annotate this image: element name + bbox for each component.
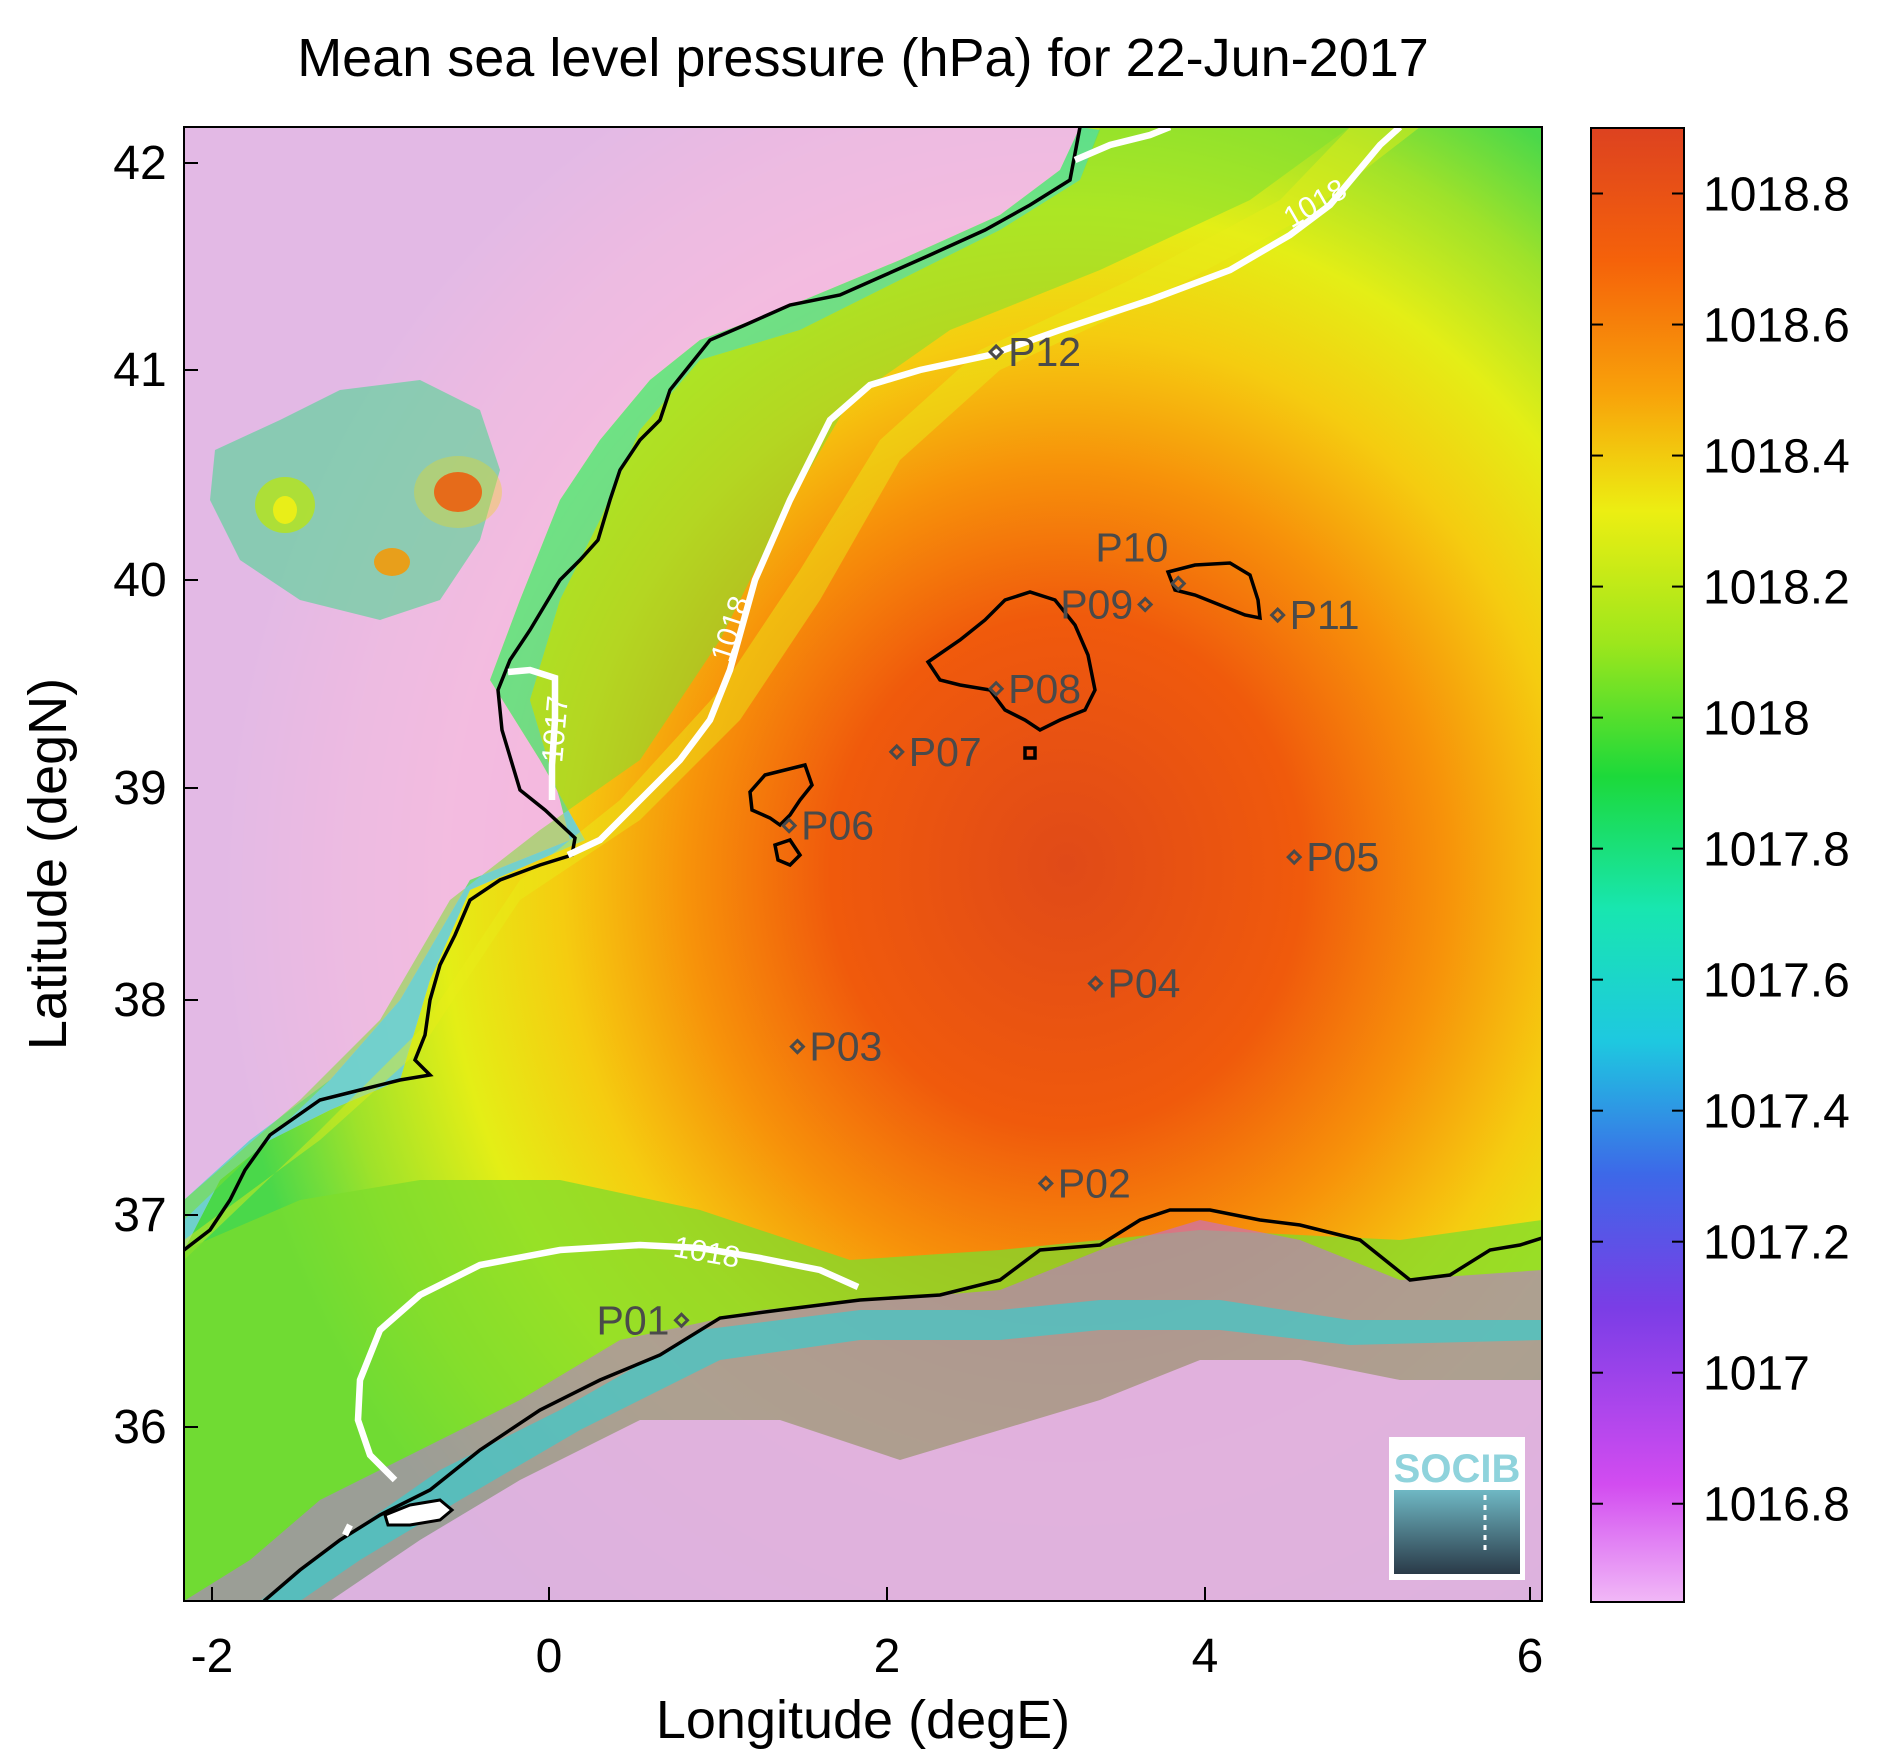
cyan-band-south [260,1300,1542,1601]
inland-anomaly-small [374,548,410,576]
contour-1018-south [354,1241,860,1483]
colorbar: 1016.8 1017 1017.2 1017.4 1017.6 1017.8 1018 10… [1590,127,1850,1603]
y-tick-label: 41 [113,344,166,397]
chart-title: Mean sea level pressure (hPa) for 22-Jun… [297,28,1429,88]
x-tick-label: -2 [191,1630,234,1683]
y-tick-label: 39 [113,762,166,815]
colorbar-tick-label: 1018.8 [1703,169,1850,222]
station-label: P12 [1008,329,1081,375]
inland-anomaly-peak-halo [414,456,502,528]
inland-anomaly-peak [434,472,482,512]
station-label: P03 [809,1024,882,1070]
island-cabrera [1023,746,1037,760]
station-marker [780,817,798,834]
station-label: P07 [909,729,982,775]
colorbar-tick-label: 1017 [1703,1348,1810,1401]
station-label: P02 [1058,1160,1131,1206]
colorbar-tick-label: 1017.8 [1703,824,1850,877]
x-tick-label: 6 [1517,1630,1544,1683]
colorbar-tick-label: 1018 [1703,693,1810,746]
station-marker [1269,606,1286,624]
station-marker [888,743,905,761]
y-tick-label: 42 [113,137,166,190]
socib-logo-water [1394,1490,1520,1574]
station-marker [789,1038,806,1055]
green-band-north [184,127,1350,1220]
y-tick-label: 36 [113,1401,166,1454]
contour-1017 [507,666,559,800]
colorbar-tick-label: 1016.8 [1703,1479,1850,1532]
x-tick-label: 0 [536,1630,563,1683]
contour-1018-sw-tail [342,1523,353,1537]
station-marker [1286,849,1303,866]
station-points: P01 P02 P03 P04 P05 P06 P07 P08 P09 P10 P11 P12 [597,329,1380,1343]
colorbar-tick-label: 1017.2 [1703,1217,1850,1270]
station-label: P10 [1095,525,1168,571]
coastline-north-africa [262,1208,1542,1601]
station-marker [673,1312,690,1329]
y-tick-label: 40 [113,554,166,607]
coastline-iberia [184,127,1082,1252]
island-alboran [383,1498,455,1527]
y-tick-label: 37 [113,1189,166,1242]
station-label: P04 [1107,960,1180,1006]
station-marker [987,343,1005,361]
station-marker [987,680,1005,697]
inland-anomaly-ring [210,380,500,620]
island-menorca [1165,561,1263,621]
station-label: P09 [1060,582,1133,628]
plot-frame [183,126,1543,1602]
station-marker [1170,575,1187,592]
station-label: P11 [1290,592,1360,638]
colorbar-tick-label: 1017.6 [1703,955,1850,1008]
land-north-africa-light [330,1360,1542,1601]
x-tick-label: 2 [874,1630,901,1683]
contour-1018-north [566,127,1403,858]
station-label: P01 [597,1297,670,1343]
island-ibiza [748,762,814,828]
y-tick-label: 38 [113,974,166,1027]
colorbar-tick-label: 1017.4 [1703,1086,1850,1139]
island-mallorca [925,590,1097,733]
station-marker [1137,596,1154,613]
y-axis-label: Latitude (degN) [18,678,78,1050]
x-axis-label: Longitude (degE) [656,1690,1070,1750]
station-marker [1087,975,1104,992]
y-axis: 36 37 38 39 40 41 42 Latitude (degN) [18,137,198,1454]
colorbar-ticks: 1016.8 1017 1017.2 1017.4 1017.6 1017.8 1018 10… [1591,169,1850,1532]
contour-label-1017: 1017 [536,694,575,763]
colorbar-tick-label: 1018.4 [1703,431,1850,484]
station-label: P08 [1008,666,1081,712]
socib-logo-text: SOCIB [1394,1447,1521,1491]
socib-logo: SOCIB [1389,1437,1525,1580]
colorbar-tick-label: 1018.2 [1703,562,1850,615]
x-tick-label: 4 [1192,1630,1219,1683]
inland-anomaly-left-core [273,496,297,524]
contour-1018-top [1073,127,1172,163]
station-label: P05 [1306,834,1379,880]
island-formentera [772,837,803,868]
station-label: P06 [801,803,874,849]
yellow-band-north [184,127,1420,1260]
colorbar-tick-label: 1018.6 [1703,300,1850,353]
colorbar-ramp [1590,127,1685,1603]
station-marker [1037,1175,1054,1192]
map-plot-area: 1018 1018 1017 1018 P01P02P03P04P05P06P0… [184,127,1542,1601]
x-axis: -2 0 2 4 6 Longitude (degE) [191,1587,1544,1750]
